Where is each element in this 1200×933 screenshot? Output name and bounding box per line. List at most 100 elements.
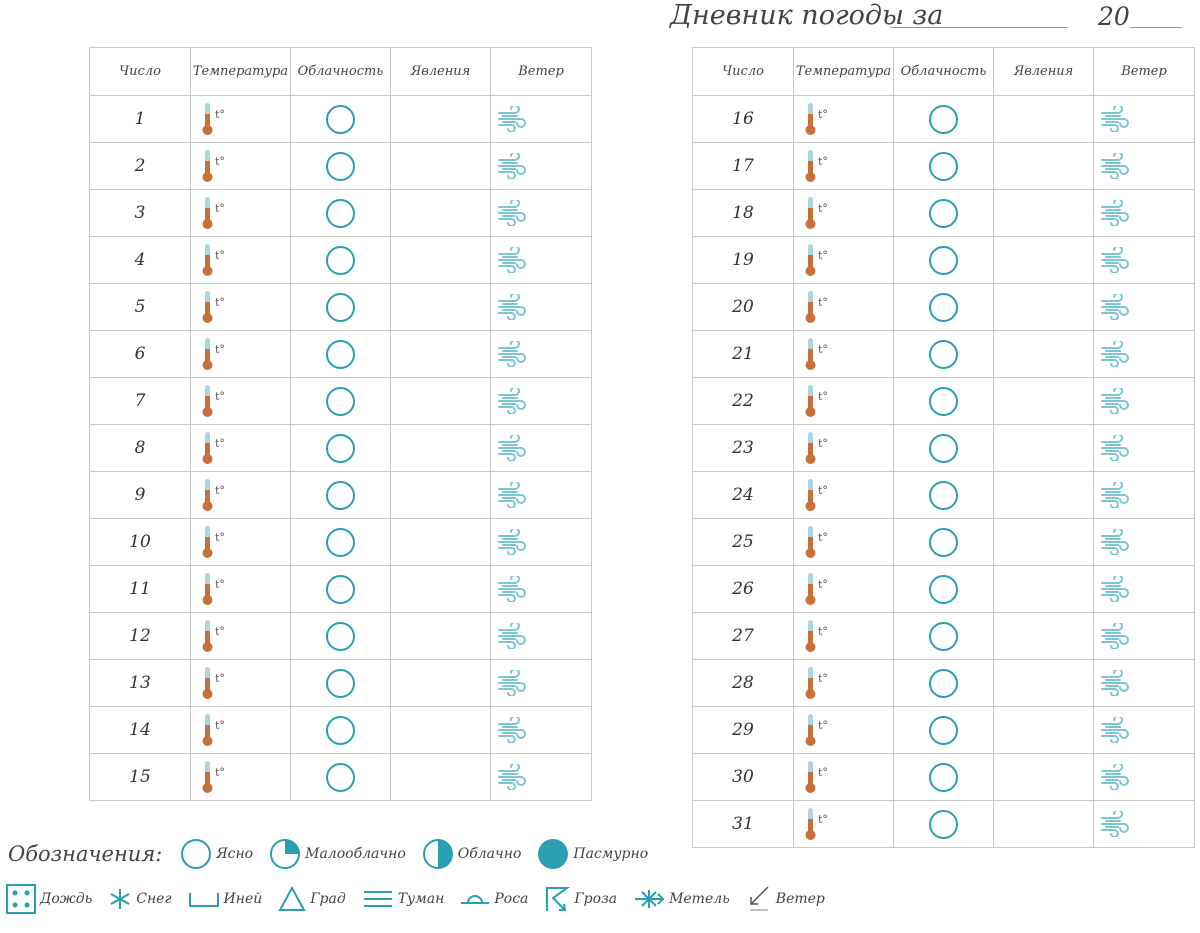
phenomena-cell[interactable]: [993, 377, 1094, 425]
wind-cell[interactable]: [490, 189, 592, 237]
phenomena-cell[interactable]: [390, 95, 491, 143]
cloudiness-cell[interactable]: [290, 753, 391, 801]
temperature-cell[interactable]: t°: [190, 142, 291, 190]
temperature-cell[interactable]: t°: [793, 753, 894, 801]
phenomena-cell[interactable]: [390, 518, 491, 566]
wind-cell[interactable]: [1093, 612, 1195, 660]
cloudiness-circle-icon[interactable]: [929, 245, 958, 275]
cloudiness-circle-icon[interactable]: [326, 339, 355, 369]
temperature-cell[interactable]: t°: [793, 424, 894, 472]
temperature-cell[interactable]: t°: [190, 565, 291, 613]
cloudiness-cell[interactable]: [290, 377, 391, 425]
cloudiness-cell[interactable]: [893, 659, 994, 707]
wind-cell[interactable]: [1093, 800, 1195, 848]
cloudiness-cell[interactable]: [893, 612, 994, 660]
cloudiness-circle-icon[interactable]: [929, 809, 958, 839]
phenomena-cell[interactable]: [993, 471, 1094, 519]
wind-cell[interactable]: [1093, 706, 1195, 754]
phenomena-cell[interactable]: [993, 706, 1094, 754]
wind-cell[interactable]: [1093, 753, 1195, 801]
cloudiness-circle-icon[interactable]: [929, 292, 958, 322]
phenomena-cell[interactable]: [993, 659, 1094, 707]
cloudiness-cell[interactable]: [290, 330, 391, 378]
wind-cell[interactable]: [1093, 659, 1195, 707]
phenomena-cell[interactable]: [993, 142, 1094, 190]
cloudiness-circle-icon[interactable]: [326, 198, 355, 228]
cloudiness-circle-icon[interactable]: [326, 433, 355, 463]
month-line[interactable]: [890, 27, 1068, 28]
cloudiness-cell[interactable]: [893, 565, 994, 613]
phenomena-cell[interactable]: [390, 142, 491, 190]
wind-cell[interactable]: [1093, 565, 1195, 613]
cloudiness-circle-icon[interactable]: [326, 527, 355, 557]
phenomena-cell[interactable]: [390, 330, 491, 378]
cloudiness-circle-icon[interactable]: [326, 292, 355, 322]
temperature-cell[interactable]: t°: [793, 377, 894, 425]
temperature-cell[interactable]: t°: [793, 659, 894, 707]
temperature-cell[interactable]: t°: [793, 283, 894, 331]
cloudiness-circle-icon[interactable]: [929, 198, 958, 228]
cloudiness-cell[interactable]: [893, 800, 994, 848]
temperature-cell[interactable]: t°: [190, 659, 291, 707]
wind-cell[interactable]: [490, 471, 592, 519]
wind-cell[interactable]: [490, 753, 592, 801]
wind-cell[interactable]: [490, 283, 592, 331]
cloudiness-cell[interactable]: [290, 659, 391, 707]
wind-cell[interactable]: [1093, 189, 1195, 237]
cloudiness-cell[interactable]: [290, 95, 391, 143]
wind-cell[interactable]: [1093, 518, 1195, 566]
cloudiness-circle-icon[interactable]: [929, 762, 958, 792]
cloudiness-circle-icon[interactable]: [326, 480, 355, 510]
phenomena-cell[interactable]: [993, 424, 1094, 472]
cloudiness-circle-icon[interactable]: [326, 621, 355, 651]
cloudiness-cell[interactable]: [290, 565, 391, 613]
cloudiness-cell[interactable]: [893, 283, 994, 331]
wind-cell[interactable]: [490, 706, 592, 754]
temperature-cell[interactable]: t°: [190, 330, 291, 378]
wind-cell[interactable]: [490, 236, 592, 284]
phenomena-cell[interactable]: [993, 518, 1094, 566]
cloudiness-circle-icon[interactable]: [929, 480, 958, 510]
temperature-cell[interactable]: t°: [190, 706, 291, 754]
phenomena-cell[interactable]: [993, 236, 1094, 284]
phenomena-cell[interactable]: [390, 753, 491, 801]
wind-cell[interactable]: [1093, 471, 1195, 519]
cloudiness-cell[interactable]: [893, 236, 994, 284]
temperature-cell[interactable]: t°: [190, 753, 291, 801]
cloudiness-circle-icon[interactable]: [929, 574, 958, 604]
cloudiness-cell[interactable]: [290, 424, 391, 472]
wind-cell[interactable]: [490, 518, 592, 566]
year-line[interactable]: [1130, 27, 1182, 28]
cloudiness-cell[interactable]: [290, 471, 391, 519]
phenomena-cell[interactable]: [993, 565, 1094, 613]
cloudiness-circle-icon[interactable]: [929, 386, 958, 416]
phenomena-cell[interactable]: [390, 659, 491, 707]
wind-cell[interactable]: [490, 95, 592, 143]
cloudiness-circle-icon[interactable]: [326, 715, 355, 745]
phenomena-cell[interactable]: [390, 283, 491, 331]
phenomena-cell[interactable]: [390, 377, 491, 425]
cloudiness-cell[interactable]: [290, 612, 391, 660]
temperature-cell[interactable]: t°: [190, 518, 291, 566]
temperature-cell[interactable]: t°: [793, 518, 894, 566]
phenomena-cell[interactable]: [390, 612, 491, 660]
wind-cell[interactable]: [1093, 95, 1195, 143]
cloudiness-cell[interactable]: [290, 189, 391, 237]
phenomena-cell[interactable]: [390, 471, 491, 519]
cloudiness-cell[interactable]: [290, 236, 391, 284]
temperature-cell[interactable]: t°: [190, 377, 291, 425]
cloudiness-cell[interactable]: [893, 518, 994, 566]
cloudiness-circle-icon[interactable]: [326, 574, 355, 604]
wind-cell[interactable]: [1093, 330, 1195, 378]
temperature-cell[interactable]: t°: [793, 330, 894, 378]
phenomena-cell[interactable]: [993, 283, 1094, 331]
cloudiness-cell[interactable]: [893, 189, 994, 237]
temperature-cell[interactable]: t°: [190, 612, 291, 660]
temperature-cell[interactable]: t°: [793, 612, 894, 660]
phenomena-cell[interactable]: [390, 189, 491, 237]
cloudiness-circle-icon[interactable]: [326, 386, 355, 416]
cloudiness-cell[interactable]: [893, 377, 994, 425]
phenomena-cell[interactable]: [993, 753, 1094, 801]
cloudiness-cell[interactable]: [290, 706, 391, 754]
phenomena-cell[interactable]: [390, 236, 491, 284]
